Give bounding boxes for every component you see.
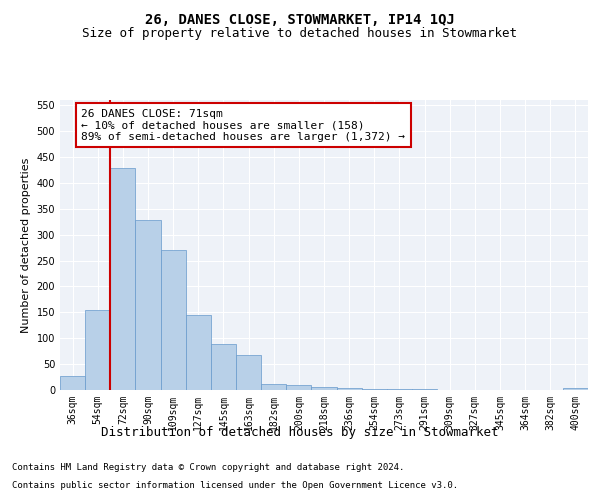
Bar (337, 388, 362, 390)
Text: Contains HM Land Registry data © Crown copyright and database right 2024.: Contains HM Land Registry data © Crown c… (12, 464, 404, 472)
Text: 26 DANES CLOSE: 71sqm
← 10% of detached houses are smaller (158)
89% of semi-det: 26 DANES CLOSE: 71sqm ← 10% of detached … (81, 108, 405, 142)
Bar (136, 220, 161, 390)
Text: Size of property relative to detached houses in Stowmarket: Size of property relative to detached ho… (83, 28, 517, 40)
Bar (362, 389, 387, 390)
Text: Distribution of detached houses by size in Stowmarket: Distribution of detached houses by size … (101, 426, 499, 439)
Bar (60, 376, 85, 390)
Bar (161, 250, 186, 390)
Text: Contains public sector information licensed under the Open Government Licence v3: Contains public sector information licen… (12, 481, 458, 490)
Y-axis label: Number of detached properties: Number of detached properties (21, 158, 31, 332)
Bar (311, 387, 337, 390)
Bar (110, 168, 136, 390)
Bar (261, 384, 286, 390)
Bar (563, 388, 588, 390)
Bar (236, 356, 261, 390)
Bar (211, 344, 236, 390)
Bar (85, 310, 110, 390)
Bar (186, 315, 211, 390)
Text: 26, DANES CLOSE, STOWMARKET, IP14 1QJ: 26, DANES CLOSE, STOWMARKET, IP14 1QJ (145, 12, 455, 26)
Bar (286, 386, 311, 390)
